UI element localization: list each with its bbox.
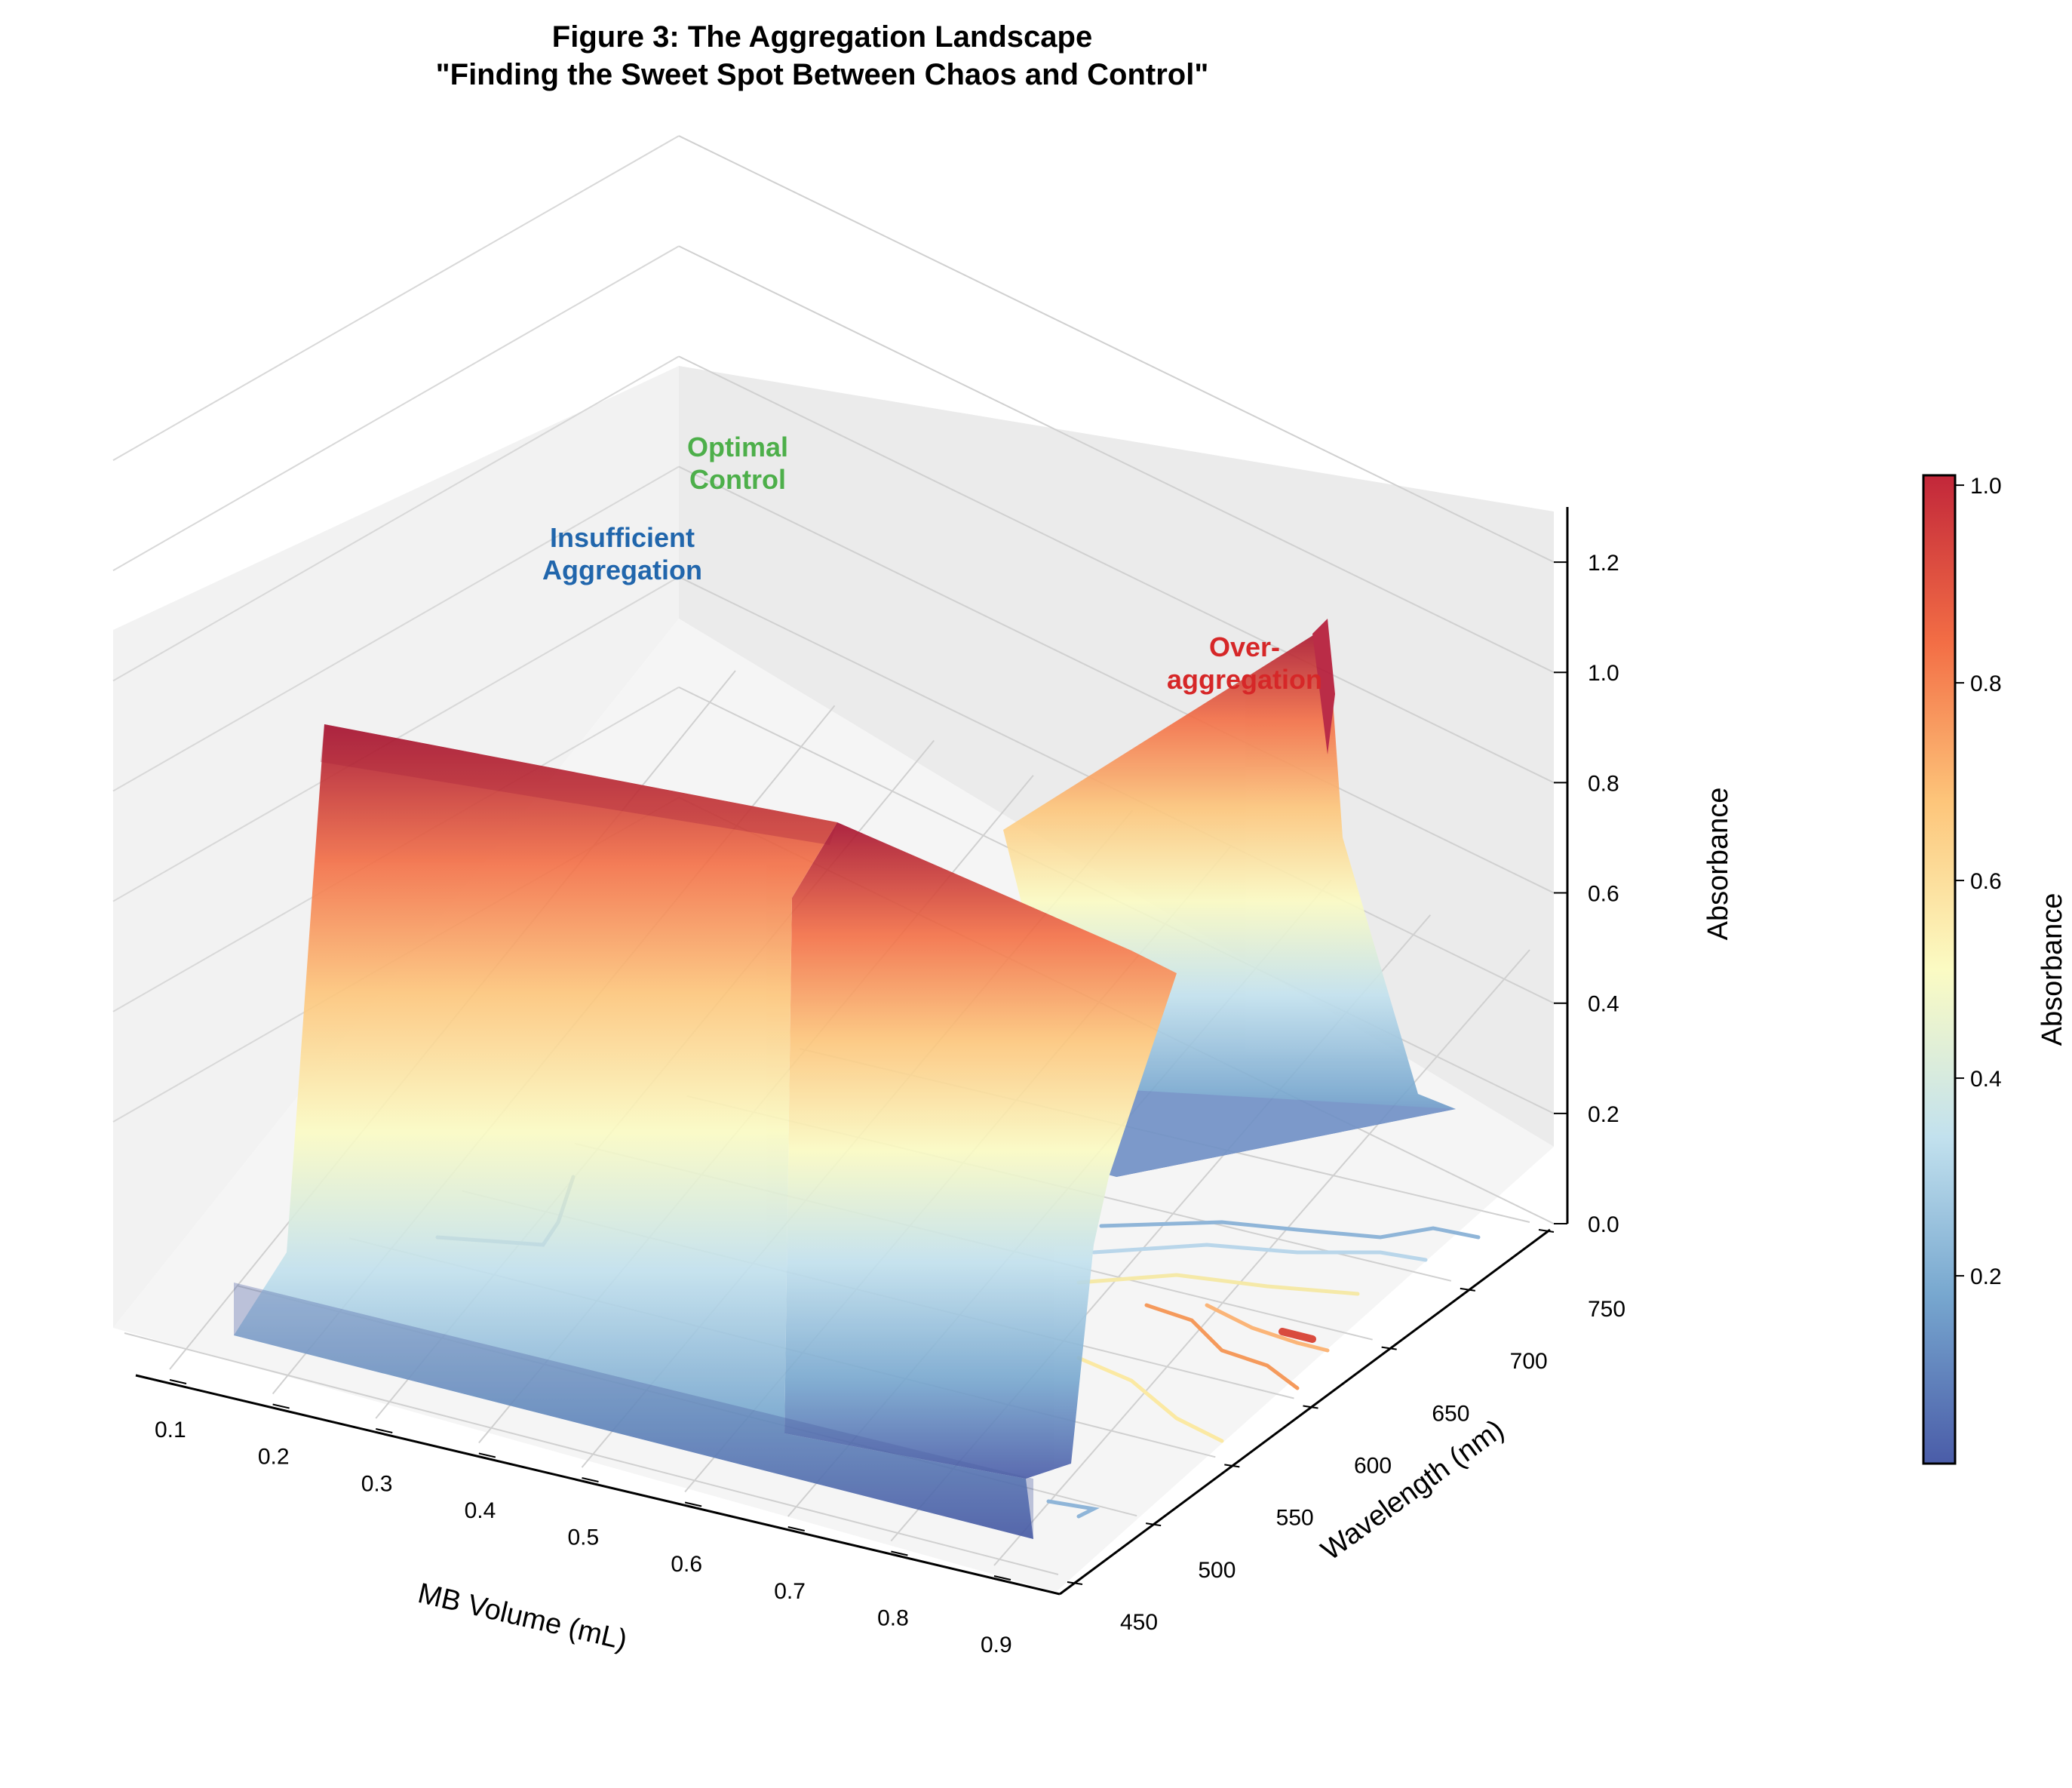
contour-blue-1 [1099, 1220, 1481, 1240]
annotation-insufficient-line1: Insufficient [550, 522, 695, 553]
x-tick-mark [376, 1428, 393, 1433]
x-tick-mark [891, 1550, 908, 1556]
x-tick-mark [582, 1477, 599, 1482]
y-tick-label: 450 [1120, 1610, 1158, 1635]
x-tick-mark [272, 1403, 290, 1409]
y-axis-ticks: 450 500 550 600 650 700 750 [1067, 1229, 1625, 1635]
y-tick-mark [1067, 1581, 1083, 1585]
z-grid-line-left [112, 135, 680, 461]
y-tick-label: 600 [1354, 1454, 1392, 1479]
surface-middle-ridge [784, 822, 1177, 1479]
y-tick-mark [1146, 1522, 1162, 1527]
z-tick-label: 0.8 [1588, 771, 1619, 796]
contour-orange-2 [1205, 1303, 1330, 1353]
z-grid-line-left [112, 465, 680, 792]
annotations: Insufficient Aggregation Optimal Control… [542, 432, 1322, 695]
x-tick-mark [478, 1452, 496, 1458]
x-tick-label: 0.4 [465, 1498, 496, 1523]
z-grid-line-back [678, 135, 1555, 563]
z-grid-line-back [678, 465, 1555, 894]
y-tick-mark [1460, 1287, 1475, 1292]
x-axis-ticks: 0.1 0.2 0.3 0.4 0.5 0.6 0.7 0.8 0.9 [155, 1379, 1012, 1657]
z-grid-line-back [678, 355, 1555, 784]
y-tick-mark [1381, 1346, 1397, 1350]
z-axis-ticks: 0.0 0.2 0.4 0.6 0.8 1.0 1.2 [1554, 551, 1619, 1237]
contour-blue-3 [1046, 1499, 1100, 1519]
z-tick-label: 0.2 [1588, 1102, 1619, 1127]
contour-red-1 [1279, 1328, 1316, 1343]
y-grid-line [124, 1332, 1059, 1575]
colorbar-tick-label: 0.6 [1970, 869, 2002, 894]
x-tick-label: 0.3 [361, 1471, 393, 1496]
contour-orange-1 [1144, 1303, 1300, 1390]
y-tick-label: 500 [1198, 1558, 1236, 1583]
annotation-insufficient-line2: Aggregation [542, 555, 702, 585]
z-tick-label: 0.6 [1588, 882, 1619, 907]
surface-band-dark [234, 1283, 1033, 1539]
colorbar: 0.2 0.4 0.6 0.8 1.0 Absorbance [1922, 474, 2068, 1465]
y-tick-mark [1303, 1405, 1318, 1409]
surface-band-top [321, 724, 837, 845]
colorbar-tick-label: 1.0 [1970, 474, 2002, 499]
axis-lines [135, 507, 1569, 1596]
y-tick-label: 700 [1510, 1349, 1548, 1374]
y-tick-label: 650 [1432, 1401, 1469, 1426]
x-tick-mark [684, 1501, 702, 1507]
y-tick-label: 750 [1588, 1297, 1625, 1322]
x-axis-line [135, 1374, 1061, 1596]
x-tick-mark [993, 1575, 1011, 1581]
z-tick-label: 0.4 [1588, 992, 1619, 1017]
annotation-over-line1: Over- [1209, 631, 1280, 662]
annotation-optimal-line2: Control [689, 464, 786, 495]
x-tick-label: 0.7 [774, 1579, 806, 1604]
y-axis-line [1059, 1228, 1551, 1596]
contour-yellow-2 [1076, 1356, 1224, 1443]
y-tick-mark [1224, 1464, 1240, 1468]
contour-blue-2 [1091, 1243, 1428, 1262]
z-tick-label: 1.0 [1588, 661, 1619, 686]
annotation-optimal-line1: Optimal [687, 432, 788, 462]
x-tick-label: 0.1 [155, 1418, 186, 1442]
x-tick-label: 0.8 [877, 1605, 909, 1630]
contour-yellow-1 [1076, 1273, 1360, 1296]
x-axis-label: MB Volume (mL) [415, 1578, 630, 1657]
x-tick-label: 0.9 [981, 1633, 1012, 1657]
x-tick-mark [169, 1379, 187, 1384]
colorbar-tick-label: 0.8 [1970, 671, 2002, 696]
z-axis-label: Absorbance [1702, 788, 1734, 941]
surface [234, 619, 1456, 1539]
colorbar-tick-label: 0.4 [1970, 1067, 2002, 1092]
colorbar-gradient [1922, 474, 1957, 1465]
z-tick-label: 0.0 [1588, 1212, 1619, 1237]
z-grid-line-back [678, 245, 1555, 674]
colorbar-label: Absorbance [2037, 893, 2068, 1046]
chart-title-line1: Figure 3: The Aggregation Landscape [552, 20, 1092, 54]
z-grid-line-left [112, 245, 680, 572]
z-tick-label: 1.2 [1588, 551, 1619, 576]
z-grid-line-left [112, 355, 680, 682]
annotation-over-line2: aggregation [1167, 664, 1322, 695]
colorbar-tick-label: 0.2 [1970, 1264, 2002, 1289]
x-tick-label: 0.5 [568, 1525, 600, 1550]
y-axis-label: Wavelength (nm) [1315, 1414, 1510, 1567]
x-tick-label: 0.6 [671, 1552, 702, 1577]
y-tick-label: 550 [1276, 1506, 1314, 1531]
y-tick-mark [1538, 1229, 1555, 1233]
x-tick-label: 0.2 [258, 1445, 290, 1470]
x-tick-mark [787, 1526, 805, 1531]
surface-spike-right [1312, 619, 1335, 754]
x-grid-line [993, 949, 1530, 1566]
chart-title-line2: "Finding the Sweet Spot Between Chaos an… [436, 58, 1209, 91]
colorbar-ticks: 0.2 0.4 0.6 0.8 1.0 [1955, 474, 2002, 1289]
surface-front-ridge [234, 724, 1033, 1539]
